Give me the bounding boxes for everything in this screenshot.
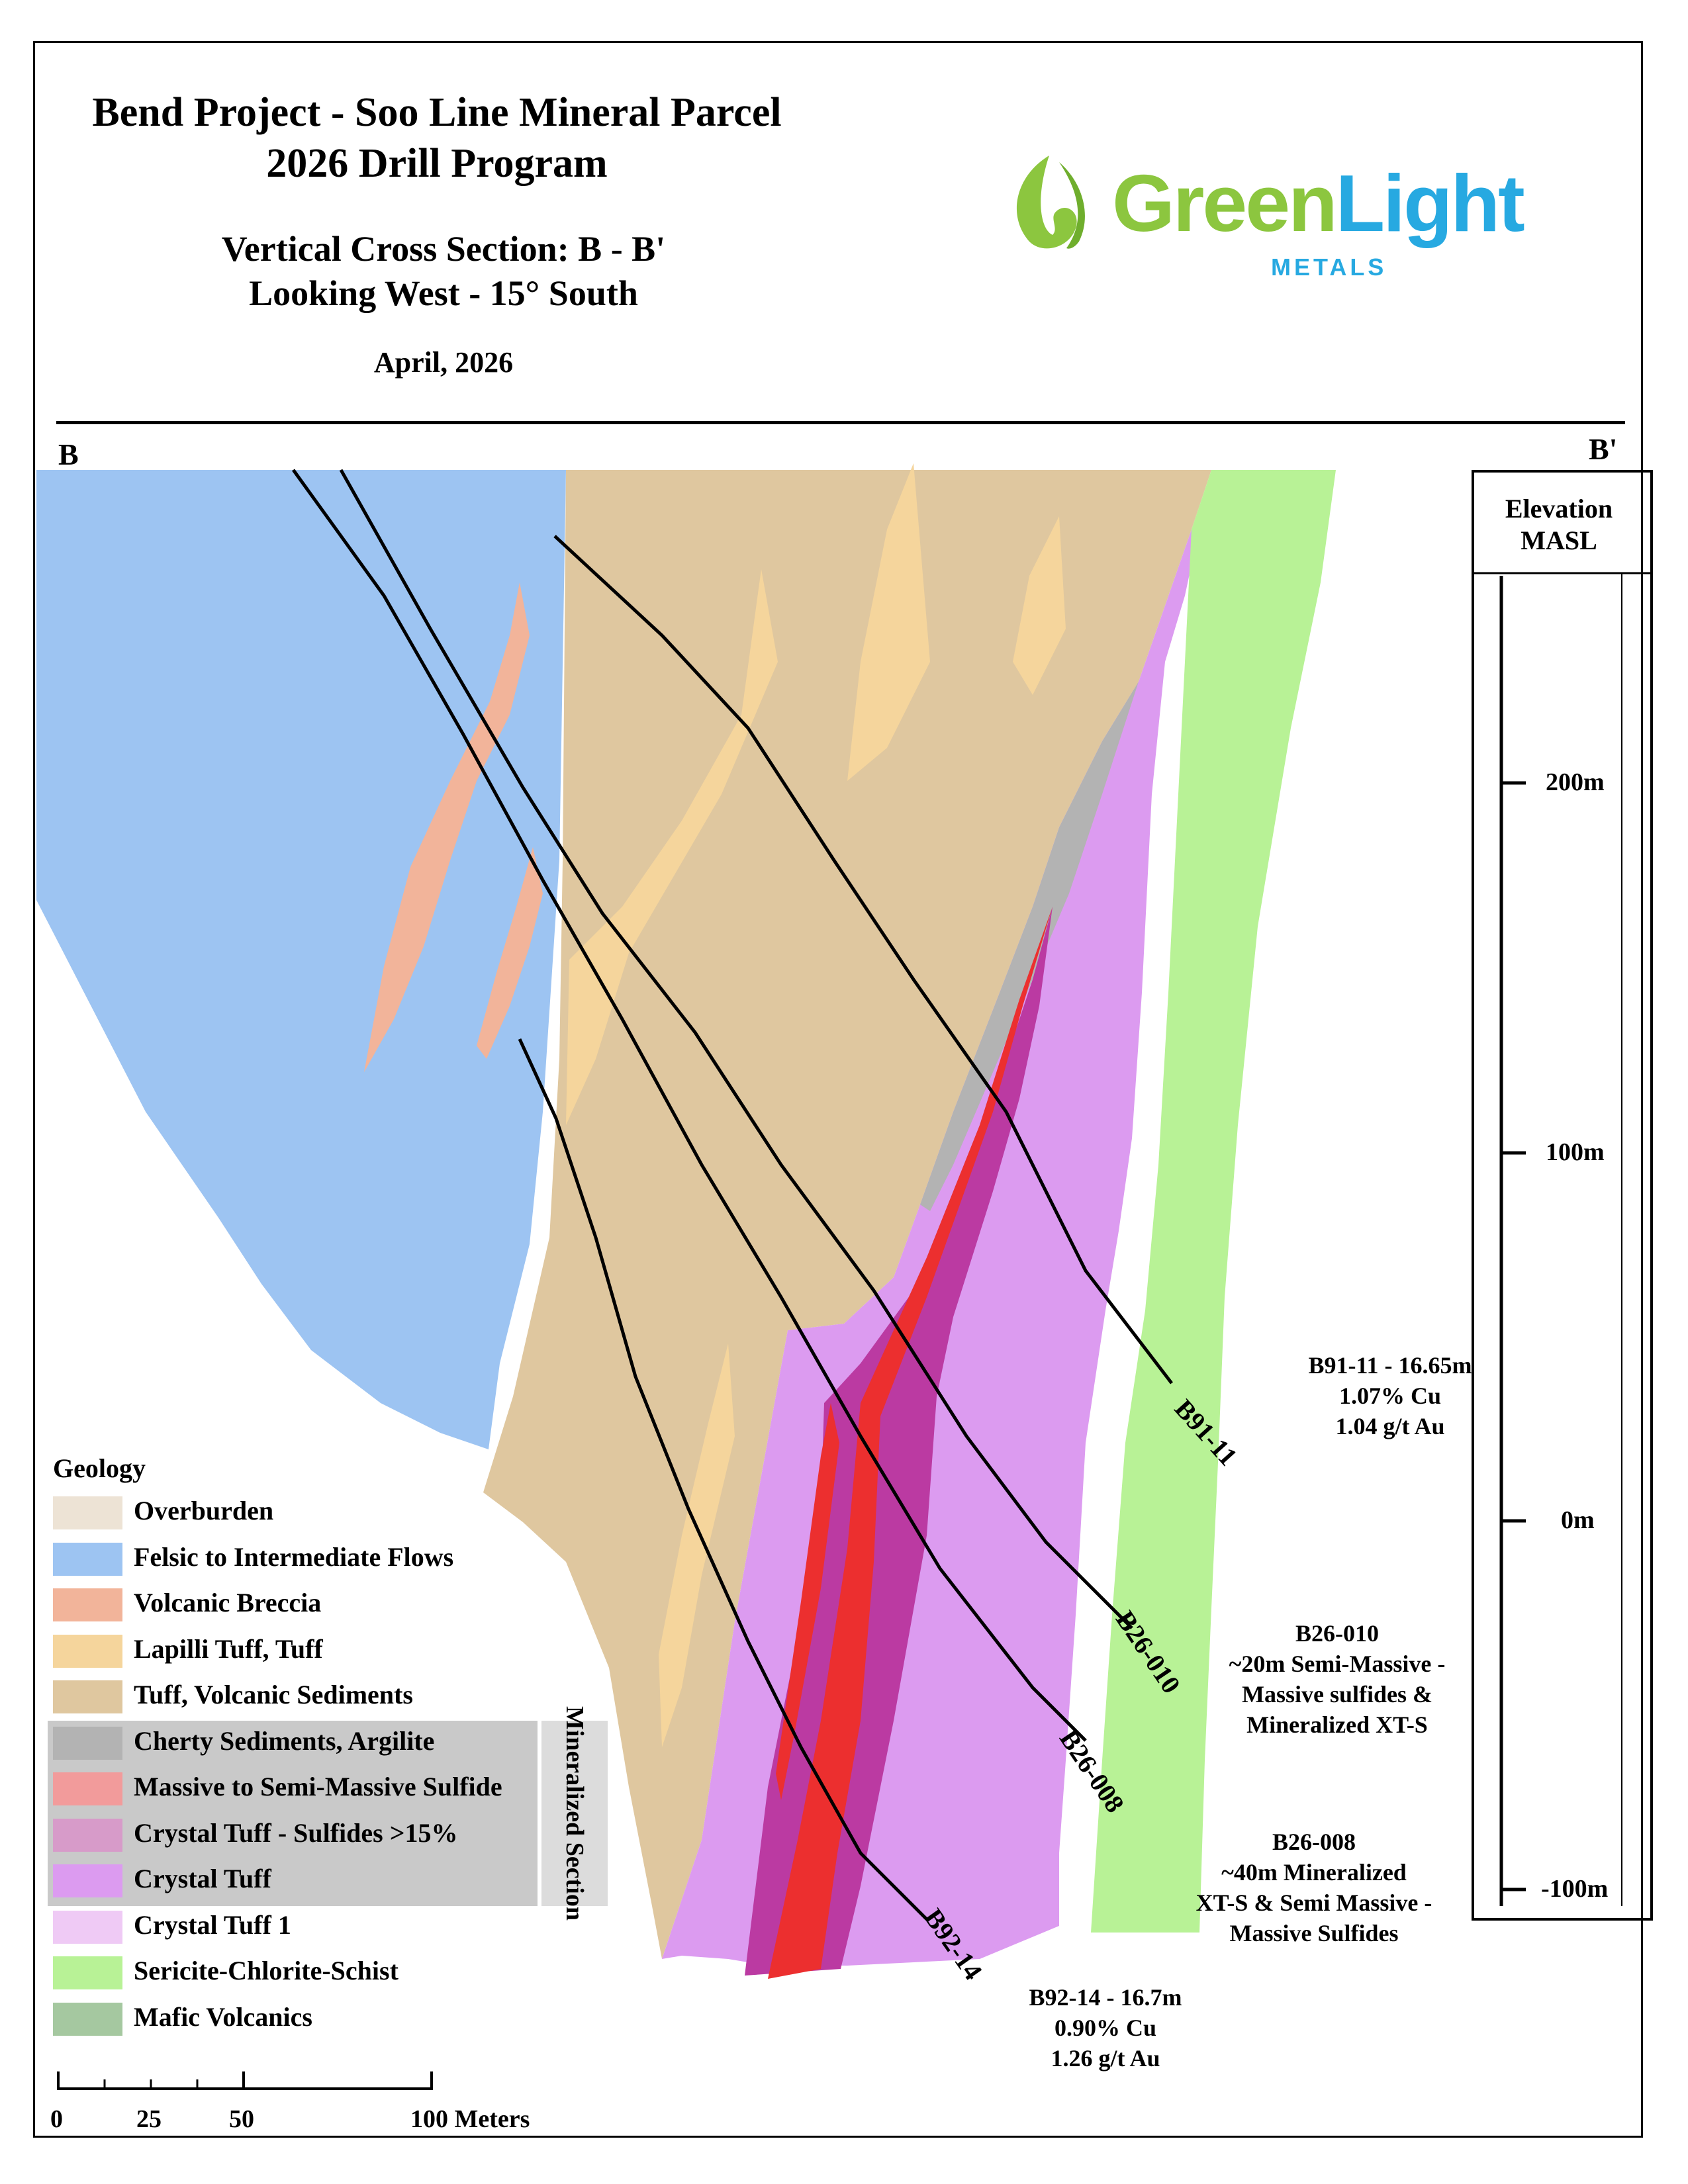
legend-mineralized-label: Mineralized Section bbox=[561, 1706, 588, 1921]
callout-line: B26-010 bbox=[1295, 1620, 1379, 1647]
legend-swatch bbox=[53, 1818, 122, 1852]
cherty-sediments-unit bbox=[920, 682, 1139, 1211]
callout-line: 1.07% Cu bbox=[1338, 1383, 1442, 1409]
callout-line: ~20m Semi-Massive - bbox=[1229, 1651, 1446, 1677]
legend-swatch bbox=[53, 1956, 122, 1989]
page-title: Bend Project - Soo Line Mineral Parcel bbox=[92, 90, 782, 135]
felsic-flows-unit bbox=[36, 470, 566, 1449]
volcanic-breccia-sliver bbox=[364, 582, 530, 1072]
legend-label: Sericite-Chlorite-Schist bbox=[134, 1956, 399, 1985]
header-rule bbox=[56, 421, 1625, 424]
lapilli-tuff-band bbox=[847, 463, 930, 781]
legend-mineralized-label-box: Mineralized Section bbox=[541, 1706, 608, 1921]
legend-label: Crystal Tuff bbox=[134, 1864, 271, 1893]
drill-trace-b26-008 bbox=[291, 469, 1087, 1742]
drill-trace-b26-010 bbox=[339, 469, 1133, 1629]
massive-sulfide-sliver bbox=[776, 1403, 839, 1800]
scale-label: 0 bbox=[50, 2105, 63, 2133]
legend-label: Mafic Volcanics bbox=[134, 2001, 312, 2032]
elevation-tick-label: 200m bbox=[1546, 768, 1605, 796]
callout-line: Massive sulfides & bbox=[1242, 1681, 1432, 1707]
section-start-label: B bbox=[58, 437, 79, 471]
logo-word-green: Green bbox=[1112, 158, 1338, 248]
logo-wordmark: GreenLight bbox=[1112, 157, 1525, 250]
legend-swatch bbox=[53, 2002, 122, 2036]
legend-label: Volcanic Breccia bbox=[134, 1588, 322, 1617]
legend-label: Lapilli Tuff, Tuff bbox=[134, 1633, 323, 1664]
legend-swatch bbox=[53, 1910, 122, 1944]
elevation-tick-label: -100m bbox=[1541, 1875, 1609, 1903]
legend-title: Geology bbox=[53, 1453, 146, 1483]
scale-label: 100 Meters bbox=[410, 2105, 530, 2133]
callout-b26-010: B26-010 ~20m Semi-Massive - Massive sulf… bbox=[1218, 1618, 1456, 1740]
program-title: 2026 Drill Program bbox=[266, 141, 608, 186]
legend-swatch bbox=[53, 1496, 122, 1529]
elevation-title-line1: Elevation bbox=[1505, 494, 1613, 523]
lapilli-tuff-band bbox=[659, 1343, 735, 1747]
legend-label: Crystal Tuff 1 bbox=[134, 1909, 291, 1940]
view-direction: Looking West - 15° South bbox=[249, 273, 638, 313]
drill-trace-b91-11 bbox=[553, 535, 1173, 1385]
tuff-sediments-unit bbox=[483, 470, 1211, 1959]
callout-line: Mineralized XT-S bbox=[1246, 1711, 1428, 1738]
elevation-tick-label: 0m bbox=[1561, 1506, 1595, 1534]
callout-b92-14: B92-14 - 16.7m 0.90% Cu 1.26 g/t Au bbox=[1009, 1982, 1201, 2073]
crystal-tuff-sulfides-unit bbox=[745, 907, 1053, 1976]
callout-line: Massive Sulfides bbox=[1229, 1920, 1399, 1946]
massive-sulfide-unit bbox=[768, 907, 1053, 1979]
elevation-tick-label: 100m bbox=[1546, 1138, 1605, 1166]
legend-swatch bbox=[53, 1864, 122, 1897]
legend-swatch bbox=[53, 1588, 122, 1621]
callout-line: 0.90% Cu bbox=[1054, 2015, 1157, 2041]
callout-line: XT-S & Semi Massive - bbox=[1196, 1889, 1432, 1916]
logo-subtitle: METALS bbox=[1271, 253, 1387, 281]
page-frame bbox=[33, 41, 1643, 2138]
legend-mineralized-group bbox=[48, 1721, 538, 1906]
legend-swatch bbox=[53, 1634, 122, 1668]
callout-line: B26-008 bbox=[1272, 1829, 1356, 1855]
legend-swatch bbox=[53, 1680, 122, 1713]
legend-label: Felsic to Intermediate Flows bbox=[134, 1541, 454, 1572]
callout-line: 1.26 g/t Au bbox=[1051, 2045, 1160, 2071]
legend-label: Tuff, Volcanic Sediments bbox=[134, 1680, 413, 1709]
logo-word-blue: Light bbox=[1335, 158, 1525, 248]
leaf-icon bbox=[1016, 156, 1085, 249]
legend-label: Crystal Tuff - Sulfides >15% bbox=[134, 1817, 458, 1848]
callout-line: B92-14 - 16.7m bbox=[1029, 1984, 1182, 2011]
lapilli-tuff-band bbox=[566, 569, 778, 1125]
legend-swatch bbox=[53, 1772, 122, 1805]
legend-label: Overburden bbox=[134, 1496, 274, 1525]
elevation-scale-box bbox=[1472, 470, 1653, 1921]
volcanic-breccia-sliver bbox=[477, 847, 543, 1059]
callout-line: B91-11 - 16.65m bbox=[1308, 1352, 1472, 1379]
sericite-chlorite-schist-unit bbox=[1091, 470, 1336, 1933]
legend-label: Massive to Semi-Massive Sulfide bbox=[134, 1772, 502, 1801]
callout-line: ~40m Mineralized bbox=[1221, 1859, 1407, 1886]
company-logo: GreenLight METALS bbox=[1003, 149, 1532, 281]
elevation-title-line2: MASL bbox=[1521, 525, 1597, 555]
callout-b26-008: B26-008 ~40m Mineralized XT-S & Semi Mas… bbox=[1185, 1827, 1443, 1948]
lapilli-tuff-band bbox=[1013, 516, 1066, 695]
legend-swatch bbox=[53, 1542, 122, 1576]
scale-label: 25 bbox=[136, 2105, 162, 2133]
section-subtitle: Vertical Cross Section: B - B' bbox=[221, 229, 666, 269]
section-end-label: B' bbox=[1589, 432, 1618, 466]
drill-trace-b92-14 bbox=[518, 1038, 928, 1921]
date-label: April, 2026 bbox=[373, 346, 514, 379]
callout-b91-11: B91-11 - 16.65m 1.07% Cu 1.04 g/t Au bbox=[1294, 1350, 1486, 1441]
legend-swatch bbox=[53, 1726, 122, 1760]
scale-label: 50 bbox=[229, 2105, 254, 2133]
callout-line: 1.04 g/t Au bbox=[1335, 1413, 1445, 1439]
elevation-title: Elevation MASL bbox=[1470, 493, 1648, 557]
legend-label: Cherty Sediments, Argilite bbox=[134, 1725, 435, 1756]
